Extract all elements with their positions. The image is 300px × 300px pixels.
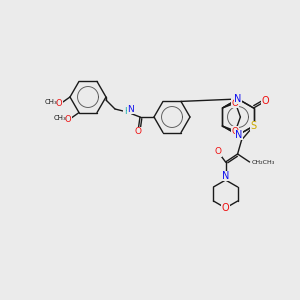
Text: H: H: [124, 106, 130, 116]
Text: O: O: [232, 98, 239, 107]
Text: CH₃: CH₃: [45, 99, 57, 105]
Text: N: N: [222, 171, 229, 181]
Text: CH₃: CH₃: [54, 115, 66, 121]
Text: N: N: [235, 130, 243, 140]
Text: CH₂CH₃: CH₂CH₃: [252, 160, 275, 166]
Text: O: O: [261, 97, 269, 106]
Text: O: O: [214, 148, 221, 157]
Text: O: O: [222, 203, 230, 213]
Text: S: S: [250, 121, 257, 131]
Text: N: N: [234, 94, 242, 104]
Text: O: O: [232, 127, 239, 136]
Text: O: O: [65, 115, 71, 124]
Text: O: O: [56, 100, 62, 109]
Text: N: N: [128, 104, 134, 113]
Text: O: O: [134, 128, 142, 136]
